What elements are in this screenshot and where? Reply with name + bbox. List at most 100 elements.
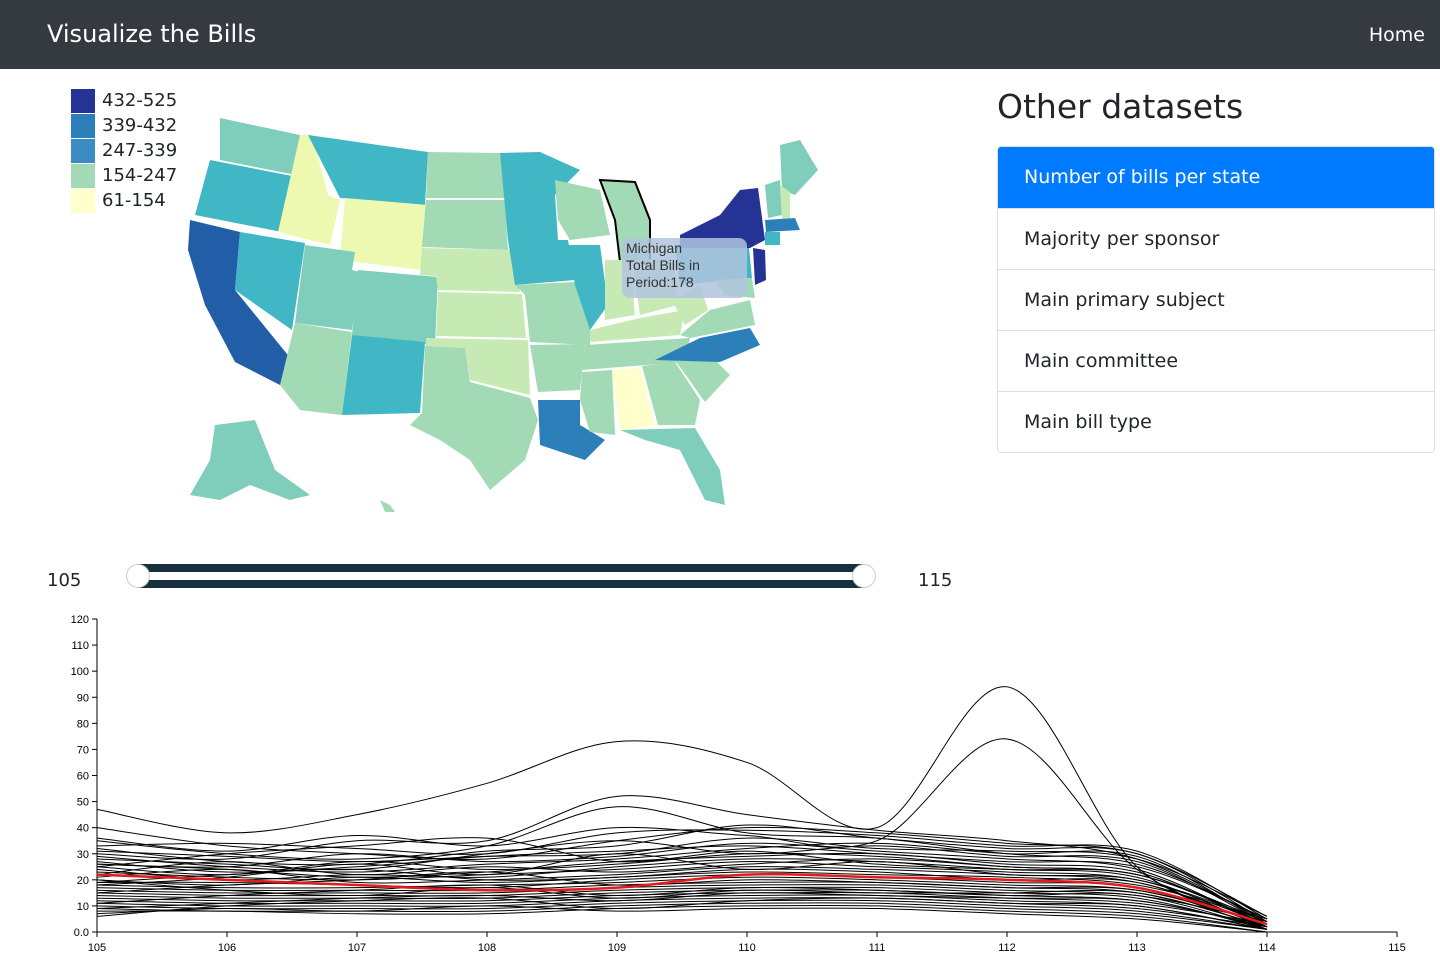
state-new-jersey[interactable] — [753, 248, 766, 285]
state-nevada[interactable] — [235, 232, 305, 330]
dataset-item-main-committee[interactable]: Main committee — [998, 330, 1434, 391]
tooltip-label: Total Bills in — [626, 257, 700, 273]
y-tick-label: 10 — [77, 901, 89, 913]
series-line — [96, 826, 1268, 917]
legend-swatch — [71, 88, 95, 113]
range-slider-min-handle[interactable] — [126, 564, 150, 588]
range-slider-track-top[interactable] — [138, 564, 864, 572]
y-tick-label: 30 — [77, 849, 89, 861]
y-tick-label: 70 — [77, 744, 89, 756]
y-tick-label: 60 — [77, 771, 89, 783]
state-oregon[interactable] — [195, 160, 292, 232]
state-alaska[interactable] — [190, 420, 310, 500]
state-utah[interactable] — [295, 245, 360, 330]
state-alabama[interactable] — [612, 368, 655, 430]
state-vermont[interactable] — [780, 185, 790, 220]
state-wisconsin[interactable] — [555, 180, 610, 240]
state-louisiana[interactable] — [538, 400, 605, 460]
state-minnesota[interactable] — [500, 152, 580, 240]
state-north-dakota[interactable] — [426, 152, 505, 198]
top-navbar: Visualize the Bills Home — [0, 0, 1440, 69]
legend-item: 247-339 — [71, 138, 177, 163]
series-line — [96, 905, 1268, 933]
state-georgia[interactable] — [642, 362, 700, 425]
series-line — [96, 858, 1268, 923]
dataset-item-majority-per-sponsor[interactable]: Majority per sponsor — [998, 208, 1434, 269]
legend-label: 154-247 — [102, 165, 178, 186]
legend-item: 154-247 — [71, 163, 177, 188]
nav-home-link[interactable]: Home — [1368, 24, 1425, 46]
us-choropleth-map — [60, 80, 960, 540]
legend-swatch — [71, 113, 95, 138]
series-line — [96, 837, 1268, 917]
series-line — [96, 866, 1268, 928]
map-legend: 432-525 339-432 247-339 154-247 61-154 — [71, 88, 177, 213]
state-iowa[interactable] — [508, 240, 575, 285]
legend-label: 247-339 — [102, 140, 178, 161]
tooltip-state: Michigan — [626, 240, 683, 256]
state-mississippi[interactable] — [580, 370, 615, 435]
state-kansas[interactable] — [436, 292, 526, 338]
dataset-item-main-primary-subject[interactable]: Main primary subject — [998, 269, 1434, 330]
dataset-item-bills-per-state[interactable]: Number of bills per state — [998, 147, 1434, 208]
state-missouri[interactable] — [515, 282, 590, 345]
range-slider-track-bottom[interactable] — [138, 580, 864, 588]
series-line — [96, 853, 1268, 923]
legend-swatch — [71, 138, 95, 163]
state-virginia[interactable] — [680, 300, 755, 338]
series-line-highlight — [96, 872, 1268, 926]
legend-label: 432-525 — [102, 90, 178, 111]
series-line — [96, 824, 1268, 923]
state-new-hampshire[interactable] — [765, 180, 782, 218]
series-line — [96, 876, 1268, 925]
state-montana[interactable] — [308, 135, 428, 205]
state-kentucky[interactable] — [590, 310, 685, 342]
state-texas[interactable] — [410, 346, 538, 490]
legend-item: 61-154 — [71, 188, 177, 213]
dataset-item-main-bill-type[interactable]: Main bill type — [998, 391, 1434, 452]
state-illinois[interactable] — [568, 245, 608, 330]
state-new-mexico[interactable] — [342, 335, 425, 415]
x-tick-label: 106 — [218, 942, 236, 954]
state-california[interactable] — [188, 220, 300, 385]
state-colorado[interactable] — [352, 270, 438, 345]
series-line — [96, 879, 1268, 928]
legend-label: 61-154 — [102, 190, 166, 211]
state-connecticut[interactable] — [765, 232, 780, 245]
state-new-york[interactable] — [680, 188, 765, 248]
series-line — [96, 852, 1268, 928]
series-line — [96, 902, 1268, 930]
panel-title: Other datasets — [997, 87, 1244, 126]
state-wyoming[interactable] — [340, 198, 428, 270]
x-tick-label: 113 — [1128, 942, 1146, 954]
other-datasets-panel: Other datasets Number of bills per state… — [997, 86, 1435, 453]
state-north-carolina[interactable] — [655, 328, 760, 362]
state-massachusetts[interactable] — [765, 218, 800, 232]
state-arizona[interactable] — [280, 323, 352, 415]
y-tick-label: 0.0 — [74, 927, 89, 939]
state-arkansas[interactable] — [530, 344, 585, 392]
state-hawaii[interactable] — [380, 500, 395, 512]
state-tennessee[interactable] — [582, 338, 690, 370]
state-maine[interactable] — [780, 140, 818, 195]
series-line — [96, 837, 1268, 925]
state-south-carolina[interactable] — [675, 355, 730, 402]
state-nebraska[interactable] — [420, 248, 520, 292]
state-oklahoma[interactable] — [426, 338, 530, 395]
state-washington[interactable] — [220, 118, 300, 175]
series-line — [96, 806, 1268, 920]
state-florida[interactable] — [620, 428, 725, 505]
state-south-dakota[interactable] — [422, 200, 508, 250]
y-tick-label: 20 — [77, 875, 89, 887]
range-max-label: 115 — [918, 570, 953, 591]
y-tick-label: 40 — [77, 823, 89, 835]
series-line — [96, 889, 1268, 928]
y-tick-label: 90 — [77, 692, 89, 704]
x-tick-label: 111 — [869, 942, 886, 954]
range-slider-max-handle[interactable] — [852, 564, 876, 588]
brand-title[interactable]: Visualize the Bills — [47, 20, 257, 48]
state-idaho[interactable] — [278, 135, 340, 245]
y-tick-label: 120 — [71, 614, 89, 626]
map-svg — [188, 118, 818, 512]
series-line — [96, 892, 1268, 928]
